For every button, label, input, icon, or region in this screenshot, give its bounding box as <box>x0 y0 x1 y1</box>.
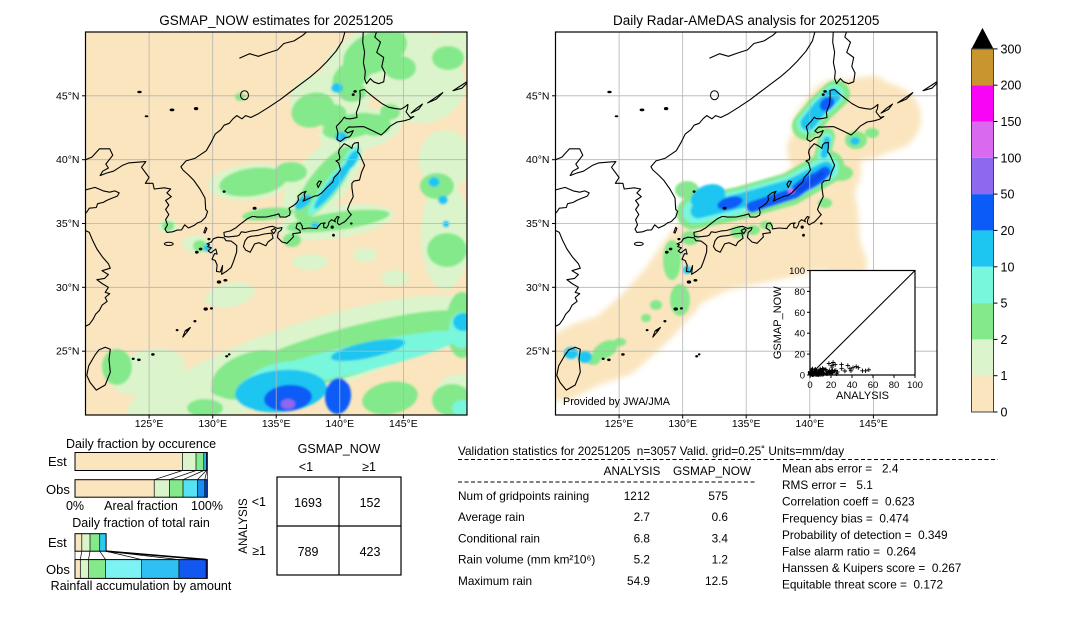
svg-text:135°E: 135°E <box>732 418 761 430</box>
svg-text:Mean abs error = 2.4: Mean abs error = 2.4 <box>782 462 899 476</box>
svg-text:GSMAP_NOW: GSMAP_NOW <box>298 442 381 456</box>
svg-text:20: 20 <box>794 350 805 361</box>
svg-text:100: 100 <box>907 380 923 391</box>
svg-text:140°E: 140°E <box>325 418 354 430</box>
svg-text:300: 300 <box>1001 42 1022 56</box>
svg-text:20: 20 <box>1001 224 1015 238</box>
svg-text:6.8: 6.8 <box>634 531 651 545</box>
svg-text:125°E: 125°E <box>605 418 634 430</box>
svg-text:ANALYSIS: ANALYSIS <box>604 464 661 478</box>
svg-text:5: 5 <box>1001 297 1008 311</box>
svg-text:1693: 1693 <box>294 496 322 510</box>
svg-text:25°N: 25°N <box>56 346 79 358</box>
svg-text:130°E: 130°E <box>668 418 697 430</box>
svg-text:Rain volume (mm km²10⁶): Rain volume (mm km²10⁶) <box>458 553 595 567</box>
svg-text:35°N: 35°N <box>56 218 79 230</box>
svg-text:1212: 1212 <box>624 489 650 503</box>
svg-text:2: 2 <box>1001 333 1008 347</box>
svg-text:Rainfall accumulation by amoun: Rainfall accumulation by amount <box>51 579 232 593</box>
svg-text:Correlation coeff = 0.623: Correlation coeff = 0.623 <box>782 495 915 509</box>
svg-text:200: 200 <box>1001 79 1022 93</box>
svg-text:Validation statistics for 2025: Validation statistics for 20251205 n=305… <box>458 444 844 458</box>
svg-text:150: 150 <box>1001 115 1022 129</box>
svg-text:0: 0 <box>1001 406 1008 420</box>
svg-text:140°E: 140°E <box>795 418 824 430</box>
svg-text:≥1: ≥1 <box>362 460 376 474</box>
svg-text:Est: Est <box>48 535 67 550</box>
svg-text:Hanssen & Kuipers score = 0.2: Hanssen & Kuipers score = 0.267 <box>782 561 961 575</box>
svg-text:0%: 0% <box>66 499 84 513</box>
svg-text:Frequency bias = 0.474: Frequency bias = 0.474 <box>782 511 909 525</box>
svg-text:ANALYSIS: ANALYSIS <box>836 390 889 402</box>
svg-text:145°E: 145°E <box>389 418 418 430</box>
svg-text:<1: <1 <box>299 460 313 474</box>
svg-text:GSMAP_NOW: GSMAP_NOW <box>772 286 784 359</box>
svg-text:GSMAP_NOW: GSMAP_NOW <box>673 464 752 478</box>
svg-text:35°N: 35°N <box>526 218 549 230</box>
svg-text:Est: Est <box>48 454 67 469</box>
svg-text:80: 80 <box>794 287 805 298</box>
svg-text:Probability of detection = 0.: Probability of detection = 0.349 <box>782 528 948 542</box>
svg-text:60: 60 <box>868 380 879 391</box>
svg-text:40°N: 40°N <box>526 154 549 166</box>
svg-text:25°N: 25°N <box>526 346 549 358</box>
svg-text:1: 1 <box>1001 369 1008 383</box>
svg-text:ANALYSIS: ANALYSIS <box>238 498 250 554</box>
svg-text:40: 40 <box>794 329 805 340</box>
svg-text:Equitable threat score = 0.17: Equitable threat score = 0.172 <box>782 578 943 592</box>
svg-text:False alarm ratio = 0.264: False alarm ratio = 0.264 <box>782 545 917 559</box>
svg-text:Daily fraction by occurence: Daily fraction by occurence <box>66 437 216 451</box>
svg-text:0: 0 <box>800 371 805 382</box>
svg-text:130°E: 130°E <box>198 418 227 430</box>
svg-text:Daily fraction of total rain: Daily fraction of total rain <box>72 516 210 530</box>
svg-text:Average rain: Average rain <box>458 510 525 524</box>
svg-text:423: 423 <box>360 545 381 559</box>
svg-text:100: 100 <box>789 266 805 277</box>
svg-text:≥1: ≥1 <box>252 544 266 558</box>
svg-text:152: 152 <box>360 496 381 510</box>
svg-text:RMS error = 5.1: RMS error = 5.1 <box>782 478 873 492</box>
svg-text:<1: <1 <box>252 495 266 509</box>
svg-text:45°N: 45°N <box>56 90 79 102</box>
svg-text:80: 80 <box>889 380 900 391</box>
svg-text:40: 40 <box>847 380 858 391</box>
svg-text:145°E: 145°E <box>859 418 888 430</box>
svg-text:Obs: Obs <box>46 562 70 577</box>
svg-text:5.2: 5.2 <box>634 553 650 567</box>
svg-text:Provided by JWA/JMA: Provided by JWA/JMA <box>563 396 671 408</box>
svg-text:125°E: 125°E <box>135 418 164 430</box>
svg-text:789: 789 <box>298 545 319 559</box>
svg-text:Conditional rain: Conditional rain <box>458 531 540 545</box>
svg-text:30°N: 30°N <box>526 282 549 294</box>
svg-text:Areal fraction: Areal fraction <box>104 499 178 513</box>
svg-text:1.2: 1.2 <box>712 553 728 567</box>
svg-text:100%: 100% <box>191 499 223 513</box>
svg-text:Maximum rain: Maximum rain <box>458 574 532 588</box>
svg-text:Num of gridpoints raining: Num of gridpoints raining <box>458 489 589 503</box>
svg-text:Daily Radar-AMeDAS analysis fo: Daily Radar-AMeDAS analysis for 20251205 <box>613 13 879 28</box>
svg-text:3.4: 3.4 <box>712 531 729 545</box>
svg-text:20: 20 <box>826 380 837 391</box>
svg-text:575: 575 <box>708 489 728 503</box>
svg-text:60: 60 <box>794 308 805 319</box>
svg-text:2.7: 2.7 <box>634 510 650 524</box>
svg-text:100: 100 <box>1001 151 1022 165</box>
svg-text:50: 50 <box>1001 188 1015 202</box>
svg-text:Obs: Obs <box>46 482 70 497</box>
svg-text:0.6: 0.6 <box>712 510 729 524</box>
svg-text:0: 0 <box>807 380 812 391</box>
svg-text:10: 10 <box>1001 260 1015 274</box>
svg-text:12.5: 12.5 <box>705 574 728 588</box>
svg-text:40°N: 40°N <box>56 154 79 166</box>
svg-text:135°E: 135°E <box>262 418 291 430</box>
svg-text:30°N: 30°N <box>56 282 79 294</box>
svg-text:GSMAP_NOW estimates for 202512: GSMAP_NOW estimates for 20251205 <box>159 13 393 28</box>
svg-text:45°N: 45°N <box>526 90 549 102</box>
svg-text:54.9: 54.9 <box>627 574 650 588</box>
